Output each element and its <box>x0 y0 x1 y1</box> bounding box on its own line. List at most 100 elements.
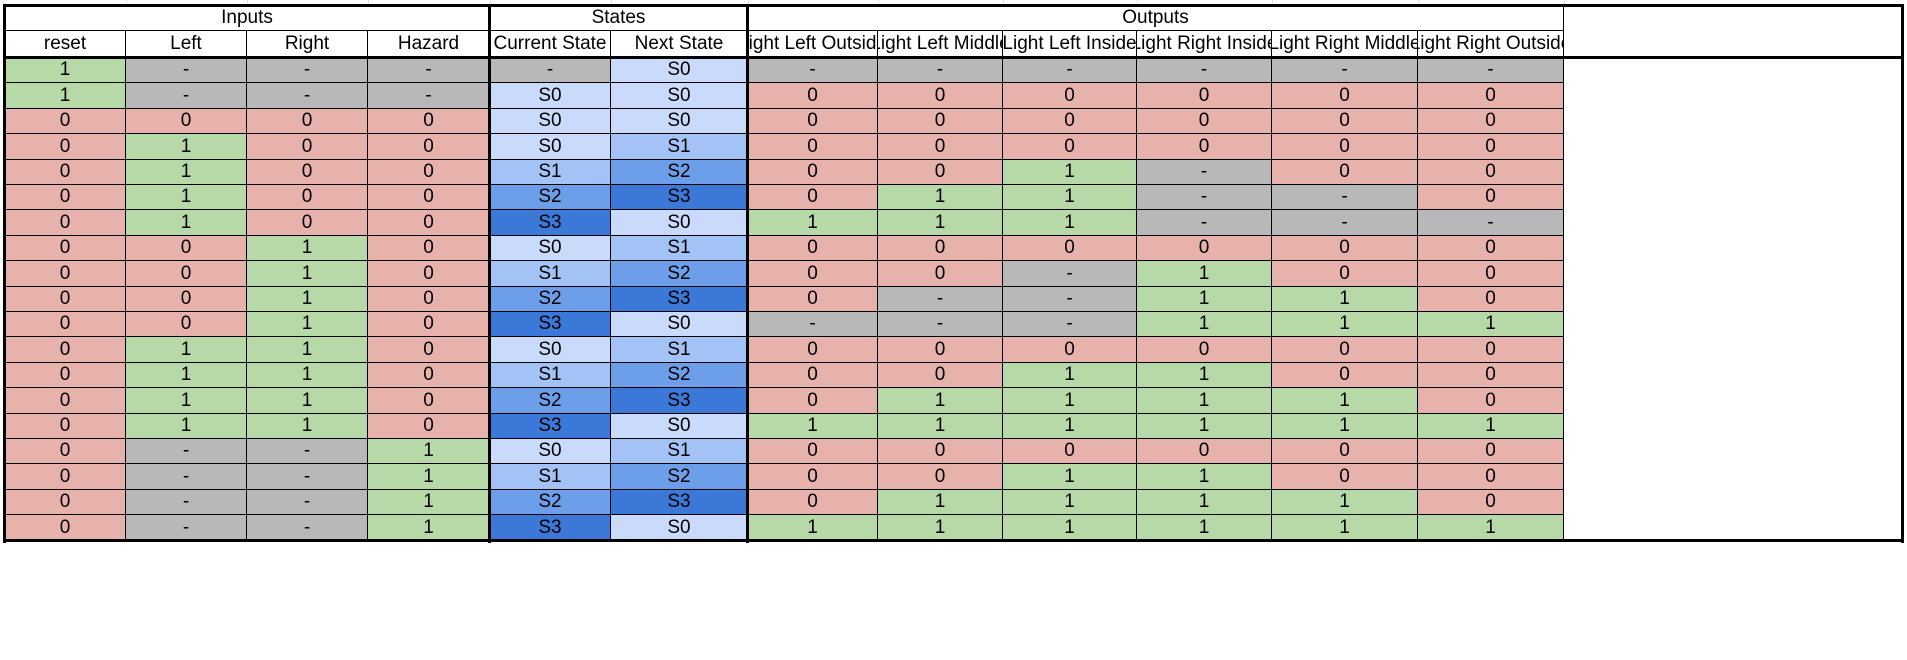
cell-current-state[interactable]: S3 <box>490 414 611 439</box>
cell-light-left-outside[interactable]: 0 <box>748 287 878 312</box>
cell-light-right-inside[interactable]: 0 <box>1137 109 1272 134</box>
cell-light-left-middle[interactable]: 0 <box>878 236 1003 261</box>
cell-current-state[interactable]: S3 <box>490 515 611 541</box>
cell-light-right-outside[interactable]: 0 <box>1418 287 1564 312</box>
cell-hazard[interactable]: 1 <box>368 515 490 541</box>
cell-light-right-middle[interactable]: - <box>1272 58 1418 83</box>
cell-left[interactable]: 0 <box>126 236 247 261</box>
cell-next-state[interactable]: S2 <box>611 160 748 185</box>
cell-reset[interactable]: 0 <box>5 261 126 287</box>
cell-light-right-middle[interactable]: 1 <box>1272 414 1418 439</box>
cell-light-right-middle[interactable]: 0 <box>1272 261 1418 287</box>
cell-light-right-outside[interactable]: 0 <box>1418 134 1564 160</box>
cell-light-right-inside[interactable]: 1 <box>1137 414 1272 439</box>
cell-current-state[interactable]: S2 <box>490 388 611 414</box>
cell-light-right-outside[interactable]: - <box>1418 210 1564 236</box>
cell-light-left-outside[interactable]: 1 <box>748 515 878 541</box>
cell-light-left-outside[interactable]: - <box>748 312 878 337</box>
cell-current-state[interactable]: S2 <box>490 490 611 515</box>
cell-light-right-inside[interactable]: 1 <box>1137 464 1272 490</box>
cell-next-state[interactable]: S0 <box>611 109 748 134</box>
cell-light-left-outside[interactable]: 0 <box>748 109 878 134</box>
cell-light-left-middle[interactable]: 0 <box>878 363 1003 388</box>
group-header-states[interactable]: States <box>490 5 748 31</box>
cell-left[interactable]: 1 <box>126 160 247 185</box>
cell-right[interactable]: 0 <box>247 185 368 210</box>
cell-light-right-middle[interactable]: 0 <box>1272 109 1418 134</box>
cell-right[interactable]: 1 <box>247 287 368 312</box>
cell-right[interactable]: 0 <box>247 134 368 160</box>
cell-light-left-outside[interactable]: 0 <box>748 363 878 388</box>
cell-reset[interactable]: 0 <box>5 490 126 515</box>
cell-light-left-middle[interactable]: 1 <box>878 388 1003 414</box>
group-header-outputs[interactable]: Outputs <box>748 5 1564 31</box>
cell-left[interactable]: 1 <box>126 210 247 236</box>
cell-reset[interactable]: 0 <box>5 388 126 414</box>
cell-next-state[interactable]: S0 <box>611 515 748 541</box>
cell-left[interactable]: 1 <box>126 134 247 160</box>
cell-left[interactable]: 1 <box>126 185 247 210</box>
column-header-light-right-outside[interactable]: Light Right Outside <box>1418 31 1564 58</box>
cell-hazard[interactable]: 0 <box>368 109 490 134</box>
cell-light-left-outside[interactable]: 0 <box>748 261 878 287</box>
cell-light-left-inside[interactable]: 1 <box>1003 160 1137 185</box>
cell-reset[interactable]: 1 <box>5 83 126 109</box>
cell-light-right-outside[interactable]: 0 <box>1418 439 1564 464</box>
cell-light-right-middle[interactable]: 0 <box>1272 363 1418 388</box>
cell-light-right-middle[interactable]: 0 <box>1272 134 1418 160</box>
cell-light-left-outside[interactable]: - <box>748 58 878 83</box>
cell-light-left-inside[interactable]: 1 <box>1003 388 1137 414</box>
cell-light-right-outside[interactable]: 0 <box>1418 236 1564 261</box>
cell-light-left-middle[interactable]: 0 <box>878 134 1003 160</box>
cell-light-right-outside[interactable]: 0 <box>1418 83 1564 109</box>
cell-hazard[interactable]: 0 <box>368 236 490 261</box>
cell-light-right-middle[interactable]: 1 <box>1272 312 1418 337</box>
cell-light-right-inside[interactable]: - <box>1137 58 1272 83</box>
cell-reset[interactable]: 0 <box>5 236 126 261</box>
cell-light-right-inside[interactable]: 1 <box>1137 490 1272 515</box>
cell-right[interactable]: 1 <box>247 236 368 261</box>
cell-light-left-inside[interactable]: 1 <box>1003 185 1137 210</box>
cell-light-right-outside[interactable]: 0 <box>1418 337 1564 363</box>
cell-reset[interactable]: 0 <box>5 185 126 210</box>
cell-left[interactable]: - <box>126 515 247 541</box>
cell-light-right-middle[interactable]: 0 <box>1272 236 1418 261</box>
cell-right[interactable]: - <box>247 464 368 490</box>
cell-light-left-middle[interactable]: - <box>878 312 1003 337</box>
cell-hazard[interactable]: - <box>368 83 490 109</box>
cell-left[interactable]: - <box>126 83 247 109</box>
cell-left[interactable]: - <box>126 490 247 515</box>
cell-light-right-inside[interactable]: 1 <box>1137 312 1272 337</box>
cell-light-left-middle[interactable]: 0 <box>878 439 1003 464</box>
cell-light-right-outside[interactable]: 0 <box>1418 261 1564 287</box>
cell-next-state[interactable]: S3 <box>611 490 748 515</box>
cell-light-left-outside[interactable]: 1 <box>748 210 878 236</box>
cell-light-right-outside[interactable]: 0 <box>1418 464 1564 490</box>
cell-light-right-middle[interactable]: 0 <box>1272 439 1418 464</box>
cell-left[interactable]: 0 <box>126 109 247 134</box>
cell-light-right-outside[interactable]: - <box>1418 58 1564 83</box>
cell-current-state[interactable]: S2 <box>490 185 611 210</box>
column-header-left[interactable]: Left <box>126 31 247 58</box>
cell-hazard[interactable]: 1 <box>368 490 490 515</box>
cell-light-right-middle[interactable]: 0 <box>1272 83 1418 109</box>
cell-reset[interactable]: 0 <box>5 109 126 134</box>
cell-light-right-inside[interactable]: 1 <box>1137 363 1272 388</box>
cell-light-left-inside[interactable]: 1 <box>1003 210 1137 236</box>
cell-left[interactable]: - <box>126 58 247 83</box>
cell-hazard[interactable]: 0 <box>368 287 490 312</box>
cell-light-left-inside[interactable]: 0 <box>1003 439 1137 464</box>
cell-next-state[interactable]: S3 <box>611 185 748 210</box>
cell-next-state[interactable]: S3 <box>611 388 748 414</box>
cell-light-right-outside[interactable]: 0 <box>1418 160 1564 185</box>
cell-right[interactable]: 1 <box>247 261 368 287</box>
cell-current-state[interactable]: S1 <box>490 363 611 388</box>
cell-current-state[interactable]: - <box>490 58 611 83</box>
cell-light-left-outside[interactable]: 0 <box>748 83 878 109</box>
cell-current-state[interactable]: S0 <box>490 83 611 109</box>
cell-light-left-outside[interactable]: 0 <box>748 134 878 160</box>
cell-light-right-outside[interactable]: 1 <box>1418 414 1564 439</box>
cell-light-right-middle[interactable]: - <box>1272 210 1418 236</box>
cell-light-left-inside[interactable]: 1 <box>1003 363 1137 388</box>
cell-light-left-inside[interactable]: 0 <box>1003 134 1137 160</box>
